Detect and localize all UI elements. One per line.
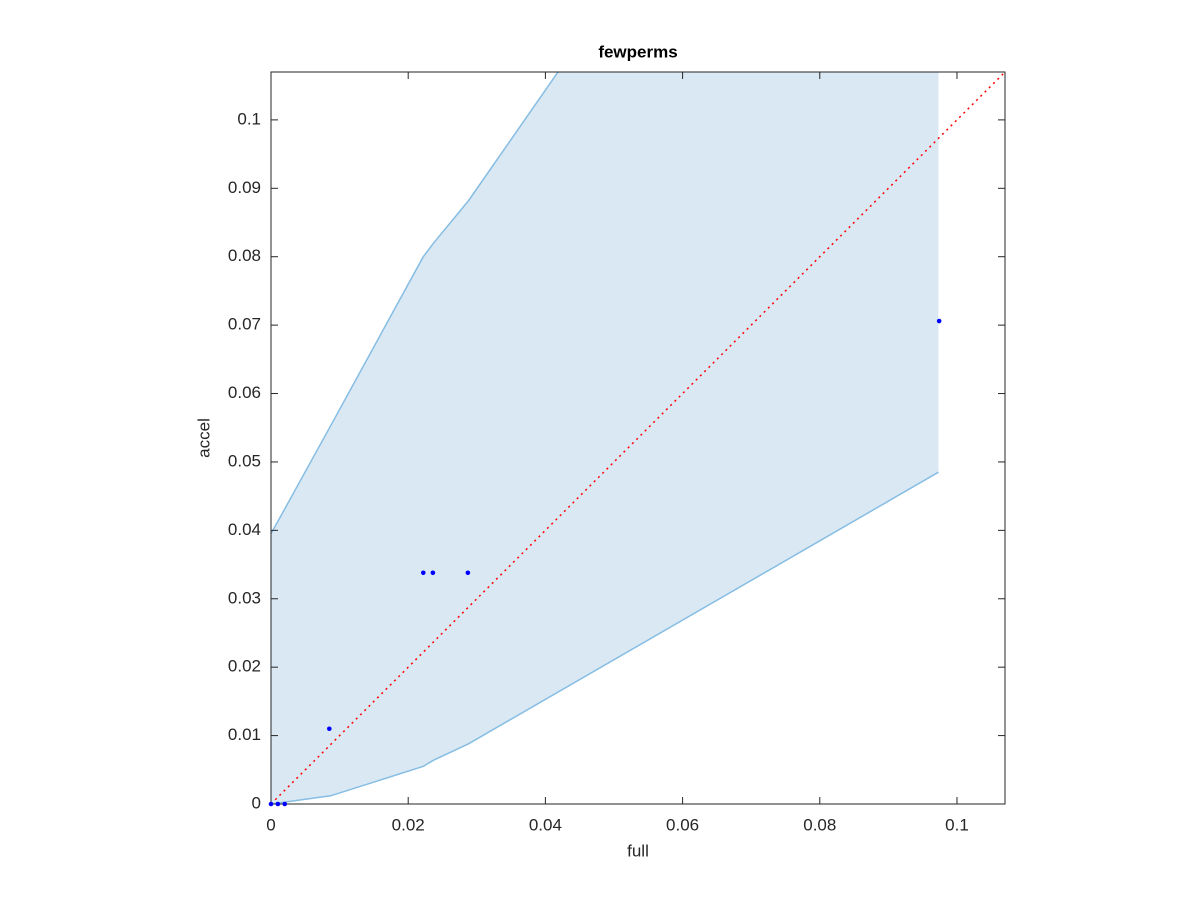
y-tick-label: 0 <box>252 793 261 812</box>
band-lower <box>271 471 939 804</box>
point <box>282 801 288 807</box>
y-axis-label: accel <box>194 418 213 458</box>
x-tick-label: 0 <box>266 815 275 834</box>
y-tick-label: 0.04 <box>228 520 261 539</box>
point <box>327 726 332 732</box>
y-tick-label: 0.07 <box>228 315 261 334</box>
band-upper <box>271 72 559 535</box>
x-tick-label: 0.04 <box>529 815 562 834</box>
axes-box <box>270 71 1006 805</box>
x-tick-label: 0.1 <box>945 815 969 834</box>
y-tick-label: 0.01 <box>228 725 261 744</box>
y-tick-label: 0.06 <box>228 383 261 402</box>
point <box>465 570 471 576</box>
x-tick-label: 0.08 <box>803 815 836 834</box>
point <box>430 570 436 576</box>
point <box>936 318 942 324</box>
band-area <box>271 72 939 804</box>
plot-area <box>271 72 1005 804</box>
x-axis-label: full <box>627 841 649 860</box>
chart-title: fewperms <box>598 42 677 61</box>
y-tick-label: 0.05 <box>228 451 261 470</box>
y-tick-label: 0.1 <box>237 109 261 128</box>
y-tick-label: 0.08 <box>228 246 261 265</box>
x-tick-label: 0.02 <box>392 815 425 834</box>
y-tick-label: 0.09 <box>228 178 261 197</box>
point <box>420 570 426 576</box>
y-tick-label: 0.02 <box>228 657 261 676</box>
point <box>275 801 281 807</box>
y-tick-label: 0.03 <box>228 588 261 607</box>
point <box>268 801 274 807</box>
x-tick-label: 0.06 <box>666 815 699 834</box>
